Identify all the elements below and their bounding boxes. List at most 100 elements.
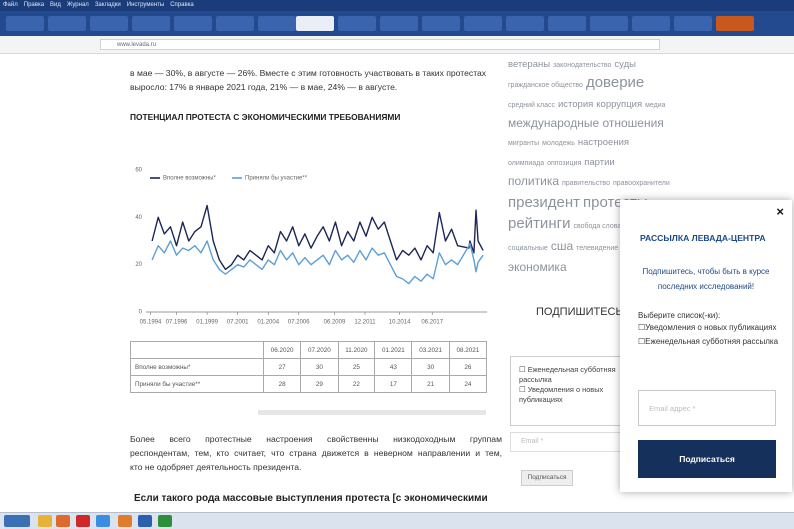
subscribe-button[interactable]: Подписаться	[638, 440, 776, 478]
tag[interactable]: коррупция	[596, 99, 643, 110]
tab[interactable]	[6, 16, 44, 31]
tag[interactable]: суды	[614, 59, 636, 70]
menu-item[interactable]: Правка	[23, 2, 45, 8]
taskbar-icon[interactable]	[138, 515, 152, 527]
x-tick-label: 07.2006	[288, 320, 310, 326]
tab[interactable]	[590, 16, 628, 31]
option-label: Еженедельная субботняя рассылка	[519, 365, 616, 384]
tag[interactable]: сша	[550, 239, 574, 253]
tag[interactable]: законодательство	[553, 62, 612, 69]
checkbox[interactable]: ☐	[638, 323, 646, 332]
tab[interactable]	[380, 16, 418, 31]
menu-item[interactable]: Вид	[50, 2, 61, 8]
tab[interactable]	[296, 16, 334, 31]
tab[interactable]	[716, 16, 754, 31]
scrollbar[interactable]	[258, 410, 486, 415]
start-button[interactable]	[4, 515, 30, 527]
tag[interactable]: ветераны	[508, 59, 551, 70]
address-bar: www.levada.ru	[0, 36, 794, 54]
tab[interactable]	[674, 16, 712, 31]
table-cell: 29	[300, 375, 339, 393]
tab[interactable]	[132, 16, 170, 31]
taskbar-icon[interactable]	[76, 515, 90, 527]
tag[interactable]: рейтинги	[508, 215, 571, 232]
table-cell: 27	[262, 358, 302, 376]
table-row: Вполне возможны* 27 30 25 43 30 26	[130, 358, 488, 376]
tab[interactable]	[174, 16, 212, 31]
tag[interactable]: медиа	[645, 102, 666, 109]
tag[interactable]: олимпиада	[508, 160, 545, 167]
menu-item[interactable]: Закладки	[94, 2, 121, 8]
taskbar-icon[interactable]	[56, 515, 70, 527]
tab[interactable]	[548, 16, 586, 31]
text-line: Более всего протестные настроения свойст…	[130, 434, 502, 444]
tag[interactable]: настроения	[577, 137, 630, 148]
chart: 0 20 40 60 05.1994 07.1996 01.1999 07.2001 01.20…	[135, 168, 487, 326]
taskbar-icon[interactable]	[118, 515, 132, 527]
checkbox[interactable]: ☐	[519, 385, 528, 394]
tag[interactable]: социальные	[508, 245, 548, 252]
x-tick-label: 07.1996	[166, 320, 188, 326]
tag[interactable]: телевидение	[576, 245, 619, 252]
tag-cloud: ветераны законодательство суды гражданское…	[508, 54, 688, 277]
tag[interactable]: правительство	[562, 180, 610, 187]
checkbox[interactable]: ☐	[519, 365, 528, 374]
tag[interactable]: экономика	[508, 260, 567, 274]
option-label: Еженедельная субботняя рассылка	[645, 337, 779, 346]
tag[interactable]: оппозиция	[547, 160, 582, 167]
column-header: 06.2020	[262, 341, 302, 359]
y-tick-label: 20	[135, 262, 142, 268]
tag[interactable]: молодежь	[542, 140, 575, 147]
tab[interactable]	[338, 16, 376, 31]
x-tick-label: 06.2009	[324, 320, 346, 326]
tag[interactable]: партии	[584, 157, 615, 168]
tag[interactable]: доверие	[585, 74, 645, 91]
text-line: в мае — 30%, в августе — 26%. Вместе с э…	[130, 68, 487, 78]
tab[interactable]	[258, 16, 296, 31]
tab[interactable]	[90, 16, 128, 31]
tab[interactable]	[464, 16, 502, 31]
menu-item[interactable]: Файл	[3, 2, 18, 8]
email-input[interactable]: Email адрес *	[638, 390, 776, 426]
url-field[interactable]: www.levada.ru	[100, 39, 660, 50]
paragraph: Более всего протестные настроения свойст…	[130, 432, 502, 474]
tag[interactable]: средний класс	[508, 102, 555, 109]
tab[interactable]	[422, 16, 460, 31]
subscribe-heading: ПОДПИШИТЕСЬ	[536, 306, 623, 318]
y-tick-label: 0	[139, 310, 143, 316]
checkbox[interactable]: ☐	[638, 337, 646, 346]
tab[interactable]	[506, 16, 544, 31]
tag[interactable]: история	[557, 99, 594, 110]
series-line	[151, 204, 484, 271]
table-cell: 43	[374, 358, 413, 376]
taskbar-icon[interactable]	[38, 515, 52, 527]
x-tick-label: 12.2011	[354, 320, 376, 326]
tag[interactable]: гражданское общество	[508, 82, 583, 89]
taskbar-icon[interactable]	[158, 515, 172, 527]
tab[interactable]	[48, 16, 86, 31]
x-tick-label: 07.2001	[227, 320, 249, 326]
tag[interactable]: президент	[508, 194, 580, 211]
tab[interactable]	[216, 16, 254, 31]
menu-item[interactable]: Инструменты	[126, 2, 165, 8]
column-header: 11.2020	[337, 341, 376, 359]
column-header: 08.2021	[448, 341, 488, 359]
tab[interactable]	[632, 16, 670, 31]
menu-item[interactable]: Журнал	[66, 2, 89, 8]
close-button[interactable]: ×	[776, 204, 784, 219]
menu-bar: Файл Правка Вид Журнал Закладки Инструменты Сп…	[0, 0, 794, 11]
email-input[interactable]: Email *	[510, 432, 632, 452]
tag[interactable]: мигранты	[508, 140, 540, 147]
subscribe-button[interactable]: Подписаться	[521, 470, 573, 486]
table-cell: 25	[337, 358, 376, 376]
tag[interactable]: правоохранители	[612, 180, 670, 187]
menu-item[interactable]: Справка	[170, 2, 194, 8]
tag[interactable]: политика	[508, 174, 559, 188]
tag[interactable]: международные отношения	[508, 116, 664, 130]
table-cell: 28	[262, 375, 302, 393]
taskbar-icon[interactable]	[96, 515, 110, 527]
series-line	[151, 240, 484, 285]
tag[interactable]: свобода слова	[573, 223, 622, 230]
option-label: Уведомления о новых публикациях	[519, 385, 604, 404]
